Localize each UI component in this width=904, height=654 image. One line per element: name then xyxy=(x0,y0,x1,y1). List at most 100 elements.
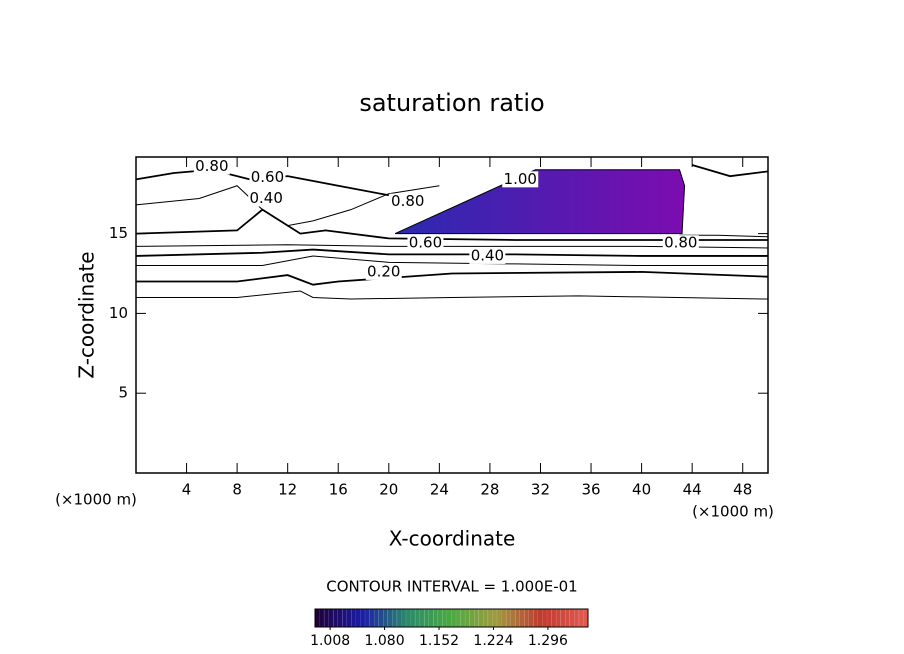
colorbar-cell xyxy=(332,608,339,628)
contour-label: 0.40 xyxy=(471,246,504,264)
colorbar-cell xyxy=(378,608,384,628)
contour-label: 0.80 xyxy=(195,157,228,175)
contour-line xyxy=(135,185,440,227)
x-tick-label: 48 xyxy=(733,481,752,499)
x-tick-label: 4 xyxy=(182,481,192,499)
colorbar-cell xyxy=(537,609,543,627)
colorbar-cell xyxy=(547,609,552,627)
contour-label: 1.00 xyxy=(504,170,537,188)
chart-title: saturation ratio xyxy=(359,89,544,117)
x-tick-label: 8 xyxy=(232,481,242,499)
colorbar-cell xyxy=(551,608,557,628)
x-tick-label: 24 xyxy=(430,481,449,499)
x-tick-label: 40 xyxy=(632,481,651,499)
colorbar-cell xyxy=(346,609,352,627)
colorbar-cell xyxy=(583,609,588,627)
colorbar-cell xyxy=(460,608,466,628)
colorbar-cell xyxy=(578,608,584,628)
y-tick-label: 15 xyxy=(109,224,128,242)
x-unit-label: (×1000 m) xyxy=(692,503,774,521)
colorbar-cell xyxy=(446,609,452,627)
colorbar-cell xyxy=(501,609,507,627)
contour-line xyxy=(135,248,768,257)
colorbar-cell xyxy=(328,609,334,627)
contour-label: 0.60 xyxy=(251,168,284,186)
colorbar-cell xyxy=(423,608,430,628)
contour-interval: CONTOUR INTERVAL = 1.000E-01 xyxy=(326,578,577,596)
contour-label-bg xyxy=(365,263,402,280)
colorbar-tick-label: 1.152 xyxy=(419,633,459,649)
colorbar-cell xyxy=(519,609,525,627)
colorbar-tick-label: 1.008 xyxy=(310,633,350,649)
contour-line xyxy=(135,208,768,241)
colorbar-cell xyxy=(469,608,475,628)
colorbar-cell xyxy=(496,608,502,628)
colorbar-cell xyxy=(492,609,497,627)
x-tick-label: 36 xyxy=(581,481,600,499)
colorbar-cell xyxy=(314,608,320,628)
colorbar-cell xyxy=(396,608,402,628)
y-tick-label: 5 xyxy=(118,384,128,402)
colorbar-cell xyxy=(414,608,420,628)
colorbar-tick-label: 1.080 xyxy=(365,633,405,649)
colorbar-cell xyxy=(560,608,566,628)
colorbar-cell xyxy=(369,608,375,628)
colorbar-cell xyxy=(569,608,575,628)
contour-line xyxy=(136,271,769,286)
colorbar-cell xyxy=(405,608,411,628)
colorbar-cell xyxy=(528,609,534,627)
colorbar-cell xyxy=(474,609,479,627)
colorbar-cell xyxy=(565,609,570,627)
x-tick-label: 20 xyxy=(379,481,398,499)
x-tick-label: 44 xyxy=(683,481,702,499)
colorbar-cell xyxy=(514,608,521,628)
colorbar-cell xyxy=(351,608,357,628)
colorbar-cell xyxy=(487,608,493,628)
colorbar-cell xyxy=(524,608,530,628)
contour-line xyxy=(691,164,769,178)
colorbar-cell xyxy=(342,608,348,628)
colorbar-cell xyxy=(323,608,329,628)
contour-line xyxy=(136,255,768,267)
x-tick-label: 12 xyxy=(278,481,297,499)
x-axis-label: X-coordinate xyxy=(389,527,516,551)
contour-label-bg xyxy=(193,158,230,175)
contour-label: 0.60 xyxy=(409,234,442,252)
contour-label: 0.80 xyxy=(391,192,424,210)
x-tick-label: 16 xyxy=(329,481,348,499)
colorbar-tick-label: 1.296 xyxy=(528,633,568,649)
colorbar-cell xyxy=(428,609,434,627)
colorbar-cell xyxy=(383,609,388,627)
colorbar-cell xyxy=(442,608,448,628)
y-tick-label: 10 xyxy=(109,304,128,322)
x-tick-label: 28 xyxy=(480,481,499,499)
contour-line xyxy=(135,244,769,249)
colorbar-tick-label: 1.224 xyxy=(473,633,513,649)
colorbar-cell xyxy=(337,609,343,627)
colorbar-cell xyxy=(401,609,406,627)
contour-label-bg xyxy=(469,247,506,264)
colorbar-cell xyxy=(392,609,397,627)
contour-label-bg xyxy=(389,193,426,210)
colorbar-cell xyxy=(365,609,370,627)
colorbar-cell xyxy=(451,608,457,628)
colorbar-cell xyxy=(437,609,443,627)
colorbar-cell xyxy=(419,609,425,627)
colorbar-cell xyxy=(374,609,379,627)
colorbar-cell xyxy=(465,609,470,627)
colorbar-cell xyxy=(433,608,439,628)
contour-label-bg xyxy=(248,190,285,207)
contour-label: 0.40 xyxy=(249,189,282,207)
saturation-region xyxy=(394,169,686,235)
colorbar-cell xyxy=(505,608,511,628)
colorbar-cell xyxy=(574,609,579,627)
colorbar-cell xyxy=(319,609,325,627)
colorbar-cell xyxy=(542,608,548,628)
colorbar-cell xyxy=(533,608,539,628)
plot-frame xyxy=(135,156,769,474)
colorbar-cell xyxy=(478,608,484,628)
contour-label-bg xyxy=(502,171,539,188)
colorbar-cell xyxy=(456,609,461,627)
x-tick-label: 32 xyxy=(531,481,550,499)
